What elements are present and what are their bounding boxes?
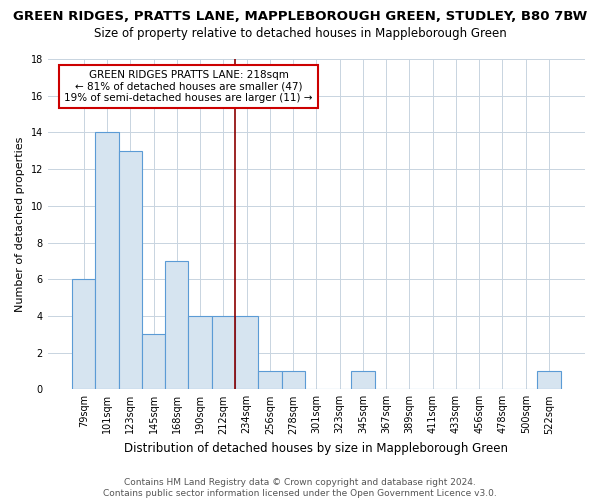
Bar (212, 316, 235, 390)
Bar (165, 261, 188, 390)
Bar (188, 316, 212, 390)
Bar (142, 334, 165, 390)
Text: GREEN RIDGES PRATTS LANE: 218sqm
← 81% of detached houses are smaller (47)
19% o: GREEN RIDGES PRATTS LANE: 218sqm ← 81% o… (64, 70, 313, 103)
Bar (258, 371, 281, 390)
Text: GREEN RIDGES, PRATTS LANE, MAPPLEBOROUGH GREEN, STUDLEY, B80 7BW: GREEN RIDGES, PRATTS LANE, MAPPLEBOROUGH… (13, 10, 587, 23)
X-axis label: Distribution of detached houses by size in Mappleborough Green: Distribution of detached houses by size … (124, 442, 508, 455)
Bar (72, 279, 95, 390)
Bar (235, 316, 258, 390)
Y-axis label: Number of detached properties: Number of detached properties (15, 136, 25, 312)
Bar (351, 371, 374, 390)
Text: Contains HM Land Registry data © Crown copyright and database right 2024.
Contai: Contains HM Land Registry data © Crown c… (103, 478, 497, 498)
Bar (119, 151, 142, 390)
Bar (538, 371, 560, 390)
Bar (281, 371, 305, 390)
Bar (95, 132, 119, 390)
Text: Size of property relative to detached houses in Mappleborough Green: Size of property relative to detached ho… (94, 28, 506, 40)
